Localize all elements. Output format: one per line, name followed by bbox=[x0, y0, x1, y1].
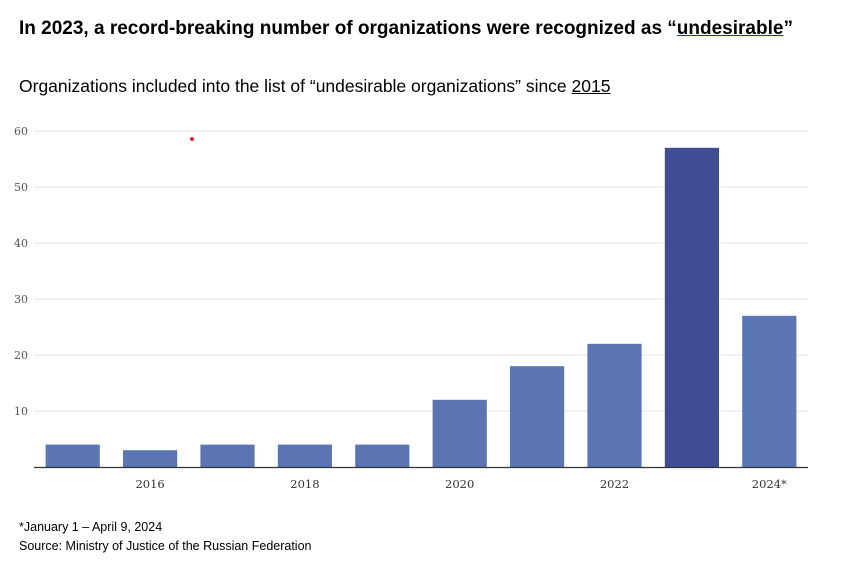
bar bbox=[277, 444, 332, 467]
bar bbox=[432, 399, 487, 467]
bar bbox=[45, 444, 100, 467]
footnote-date-range: *January 1 – April 9, 2024 bbox=[19, 520, 163, 534]
bar bbox=[355, 444, 410, 467]
bar bbox=[200, 444, 255, 467]
title-highlight: undesirable bbox=[676, 18, 784, 39]
y-tick-label: 40 bbox=[14, 237, 28, 250]
subtitle-prefix: Organizations included into the list of … bbox=[19, 76, 572, 96]
subtitle-highlight: 2015 bbox=[571, 76, 611, 96]
x-tick-label: 2022 bbox=[600, 477, 629, 491]
bar bbox=[742, 315, 797, 467]
footnote: *January 1 – April 9, 2024 Source: Minis… bbox=[19, 518, 312, 556]
marker-dot bbox=[190, 137, 194, 141]
y-tick-label: 30 bbox=[14, 293, 28, 306]
title-suffix: ” bbox=[783, 18, 793, 39]
y-tick-label: 60 bbox=[14, 125, 28, 138]
chart-subtitle: Organizations included into the list of … bbox=[19, 76, 610, 97]
bar bbox=[123, 450, 178, 467]
y-tick-label: 50 bbox=[14, 181, 28, 194]
x-tick-label: 2024* bbox=[752, 477, 787, 491]
x-tick-label: 2020 bbox=[445, 477, 474, 491]
bar bbox=[510, 366, 565, 467]
x-tick-label: 2018 bbox=[290, 477, 319, 491]
x-tick-label: 2016 bbox=[135, 477, 164, 491]
chart-title: In 2023, a record-breaking number of org… bbox=[19, 18, 793, 40]
bar bbox=[587, 343, 642, 467]
bar bbox=[664, 147, 719, 468]
title-prefix: In 2023, a record-breaking number of org… bbox=[19, 18, 677, 39]
footnote-source: Source: Ministry of Justice of the Russi… bbox=[19, 539, 312, 553]
y-tick-label: 10 bbox=[14, 405, 28, 418]
bar-chart: 10 20 30 40 50 60 2016 2018 2020 2022 2024* bbox=[14, 125, 808, 491]
y-tick-label: 20 bbox=[14, 349, 28, 362]
